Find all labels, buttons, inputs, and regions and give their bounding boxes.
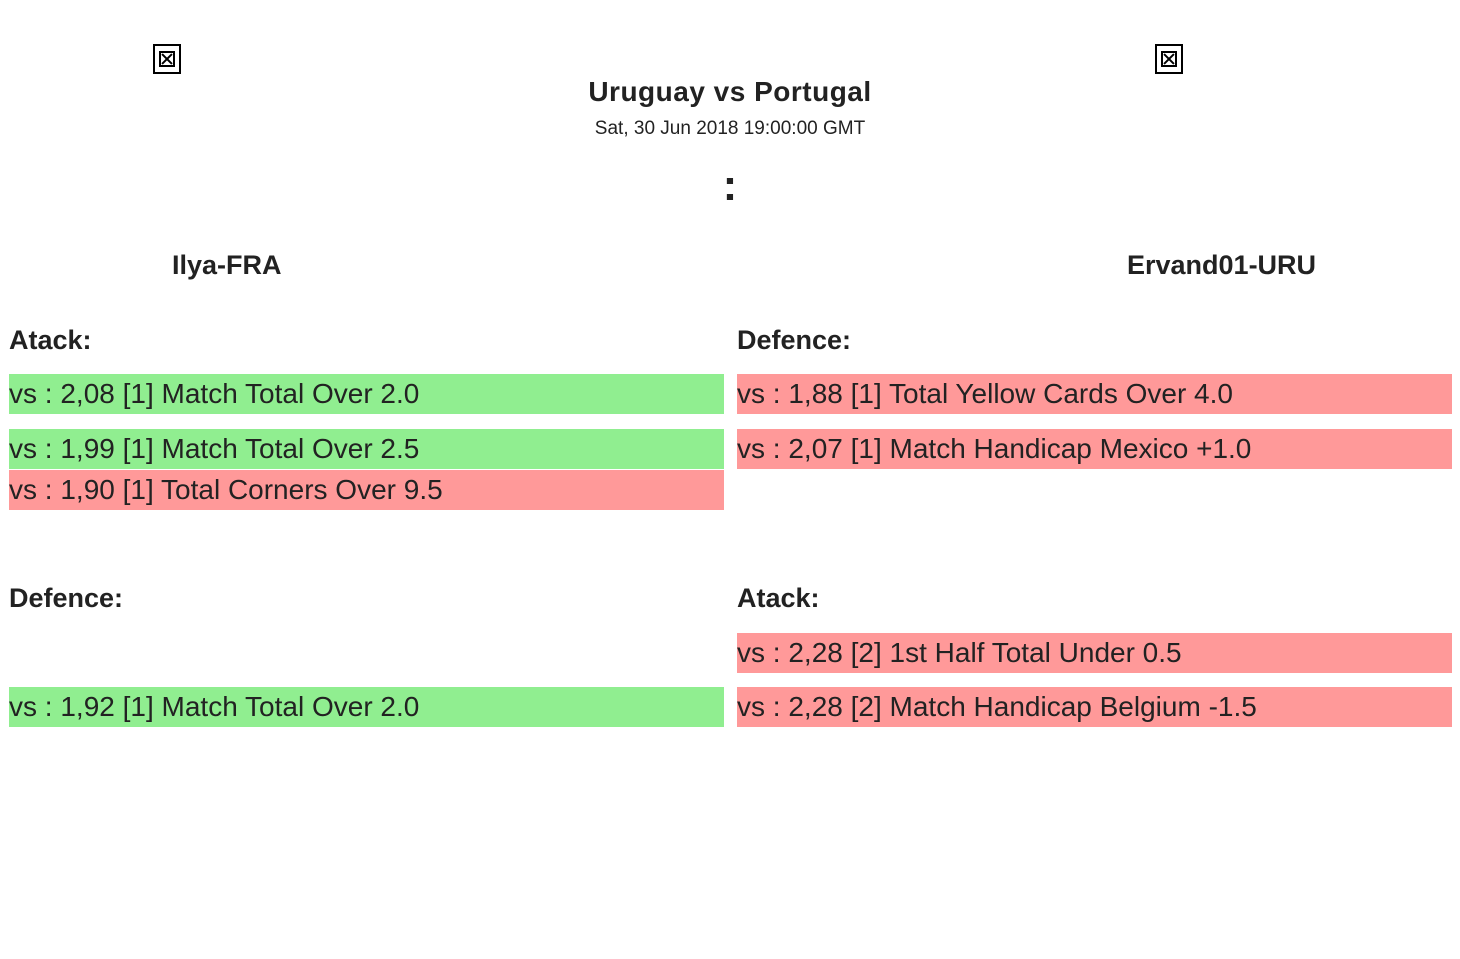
left-attack-bet: vs : 1,90 [1] Total Corners Over 9.5	[9, 470, 724, 510]
match-date: Sat, 30 Jun 2018 19:00:00 GMT	[594, 118, 866, 139]
right-attack-label: Atack:	[737, 583, 820, 613]
right-defence-bet: vs : 1,88 [1] Total Yellow Cards Over 4.…	[737, 374, 1452, 414]
right-attack-bet: vs : 2,28 [2] Match Handicap Belgium -1.…	[737, 687, 1452, 727]
right-defence-bet: vs : 2,07 [1] Match Handicap Mexico +1.0	[737, 429, 1452, 469]
broken-image-icon	[153, 44, 181, 74]
left-defence-bet: vs : 1,92 [1] Match Total Over 2.0	[9, 687, 724, 727]
left-attack-bet: vs : 2,08 [1] Match Total Over 2.0	[9, 374, 724, 414]
left-attack-label: Atack:	[9, 325, 92, 355]
match-title: Uruguay vs Portugal	[588, 76, 872, 107]
broken-image-icon	[1155, 44, 1183, 74]
right-defence-label: Defence:	[737, 325, 852, 355]
left-player-name: Ilya-FRA	[172, 250, 282, 280]
left-defence-label: Defence:	[9, 583, 124, 613]
left-attack-bet: vs : 1,99 [1] Match Total Over 2.5	[9, 429, 724, 469]
right-attack-bet: vs : 2,28 [2] 1st Half Total Under 0.5	[737, 633, 1452, 673]
score-separator: :	[722, 161, 738, 210]
right-player-name: Ervand01-URU	[1127, 250, 1317, 280]
